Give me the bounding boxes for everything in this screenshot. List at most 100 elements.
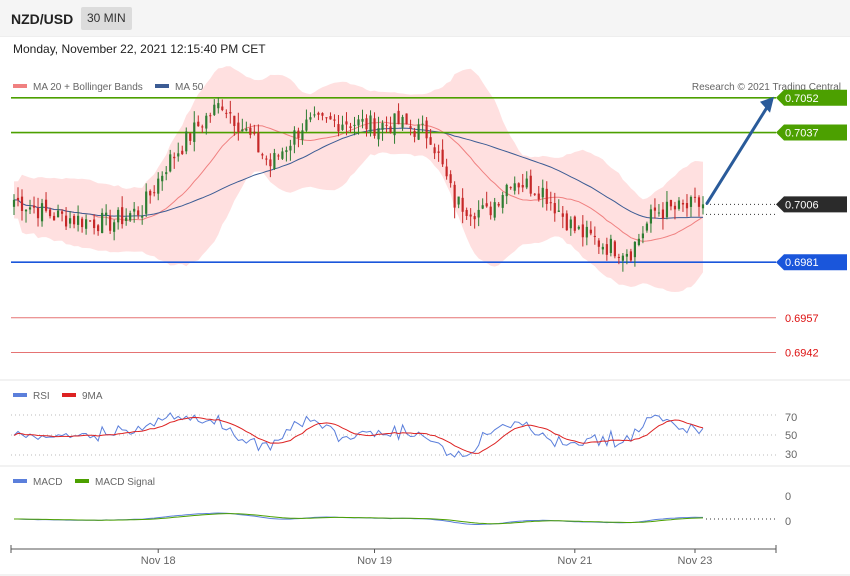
level-label: 0.6942 [785, 348, 819, 360]
candle-body [313, 114, 316, 116]
candle [161, 171, 164, 191]
candle [465, 207, 468, 220]
candle [101, 208, 104, 234]
candle [60, 209, 64, 222]
candle [32, 196, 36, 214]
candle [237, 112, 240, 141]
candle [449, 170, 452, 188]
candle-body [625, 253, 628, 257]
candle-body [197, 121, 200, 127]
candle-body [533, 193, 536, 195]
candle-body [173, 156, 176, 159]
candle-body [557, 210, 560, 212]
candle-body [441, 149, 444, 165]
candle-body [68, 218, 72, 224]
candle-body [549, 202, 552, 204]
candle [501, 191, 504, 214]
candle [52, 212, 56, 221]
candle-body [589, 229, 592, 234]
candle-body [701, 204, 705, 209]
bollinger-bands [14, 66, 703, 292]
candle-body [129, 213, 132, 221]
candle-body [89, 220, 92, 222]
candle [593, 226, 596, 245]
candle [245, 121, 248, 132]
price-level-labels: 0.7052 0.7037 0.7006 0.6981 0.6957 0.6942 [776, 89, 847, 360]
timeframe-button[interactable]: 30 MIN [81, 7, 132, 30]
level-tag [776, 254, 847, 271]
candle [241, 118, 244, 132]
candle-body [453, 184, 456, 208]
candle-body [76, 215, 80, 225]
candle [209, 112, 212, 123]
candle [173, 152, 176, 169]
candle-body [513, 183, 516, 191]
candle-body [369, 115, 372, 133]
rsi-tick-70: 70 [785, 412, 797, 424]
legend-ma20: MA 20 + Bollinger Bands [33, 82, 143, 93]
candle [673, 201, 677, 220]
candle [445, 158, 448, 180]
candle [481, 198, 484, 210]
candle [661, 202, 665, 230]
candle-body [565, 213, 568, 231]
candle-body [201, 126, 204, 128]
candle-body [685, 203, 689, 209]
candle [657, 204, 661, 217]
candle [301, 123, 304, 145]
candle [425, 117, 428, 149]
candle-body [85, 219, 88, 229]
candle-body [44, 199, 48, 211]
candle-body [193, 122, 196, 142]
candle [693, 187, 697, 203]
candle [417, 118, 420, 141]
candle-body [437, 151, 440, 153]
candle-body [329, 116, 332, 120]
candle-body [245, 128, 248, 131]
level-tag [776, 124, 847, 141]
candle [493, 197, 496, 221]
candle-body [157, 178, 160, 194]
candle-body [525, 178, 528, 188]
candle-body [133, 208, 136, 212]
time-axis-ticks: Nov 18 Nov 19 Nov 21 Nov 23 [141, 549, 713, 567]
candle [641, 226, 645, 244]
time-axis-tick: Nov 19 [357, 549, 392, 567]
level-tag [776, 196, 847, 213]
candle [329, 112, 332, 120]
candle [44, 192, 48, 213]
candle-body [637, 238, 641, 245]
level-label: 0.7006 [785, 199, 819, 211]
candle [433, 143, 436, 160]
candle [437, 144, 440, 162]
candle [509, 186, 512, 190]
candle [557, 199, 560, 212]
candle [233, 115, 236, 136]
candle-body [189, 133, 192, 141]
candle [12, 194, 16, 215]
candle [441, 139, 444, 167]
candle [649, 204, 653, 233]
candle-body [289, 145, 292, 151]
candle [285, 146, 288, 162]
candle [20, 189, 24, 221]
candle [129, 210, 132, 223]
candle-body [497, 203, 500, 206]
candle-body [405, 113, 408, 125]
candle-body [609, 238, 612, 253]
candle [409, 119, 412, 136]
candle [381, 120, 384, 141]
candle-body [545, 188, 548, 204]
time-axis-tick-label: Nov 23 [678, 555, 713, 567]
candle [685, 194, 689, 217]
candle-body [645, 223, 649, 231]
candle [337, 114, 340, 137]
candle [89, 220, 92, 222]
candle [333, 114, 336, 128]
candle-body [24, 209, 28, 212]
candle [145, 183, 148, 218]
candle-body [333, 119, 336, 121]
candle-body [293, 130, 296, 145]
candle [369, 110, 372, 137]
candle-body [241, 129, 244, 132]
